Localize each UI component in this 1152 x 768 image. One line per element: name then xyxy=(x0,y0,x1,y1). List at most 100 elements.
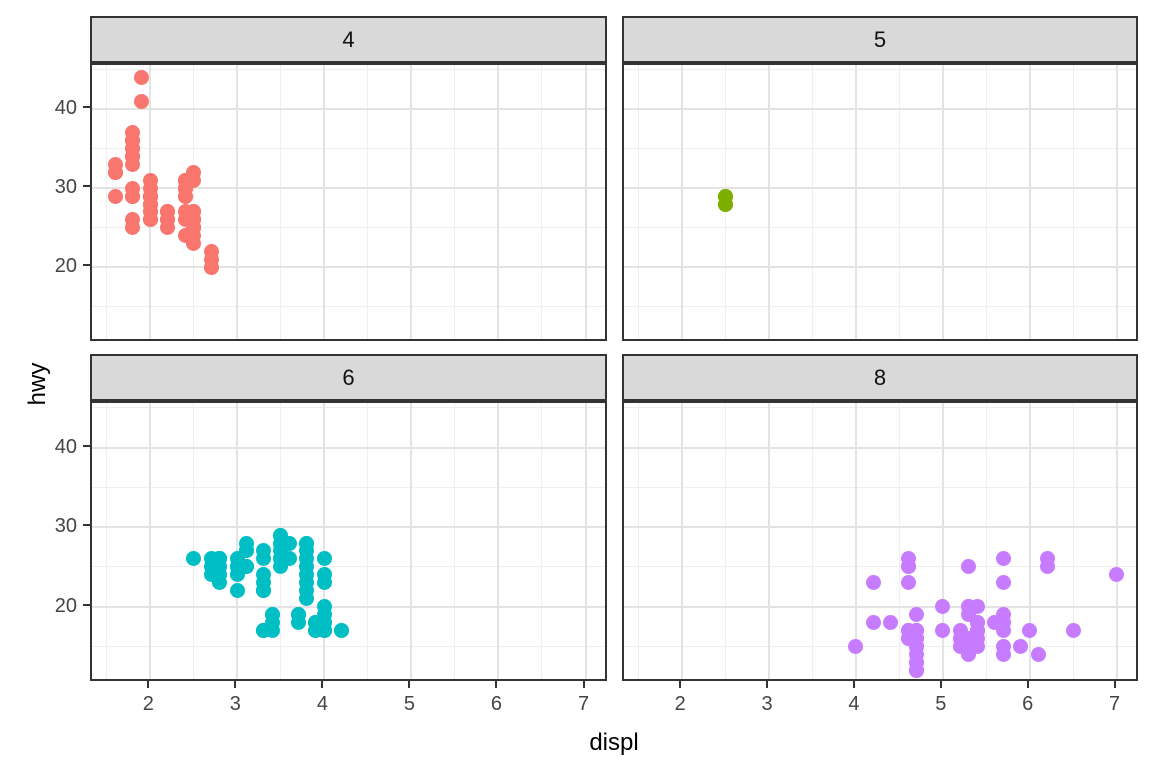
grid-line-x-major xyxy=(236,65,239,339)
data-point xyxy=(125,220,141,236)
data-point xyxy=(108,164,123,180)
x-tick-mark xyxy=(939,681,942,688)
grid-line-x-major xyxy=(1028,65,1031,339)
x-tick-label: 2 xyxy=(674,693,686,715)
data-point xyxy=(718,196,734,212)
data-point xyxy=(108,188,123,204)
x-tick-label: 7 xyxy=(1108,693,1121,715)
y-tick-mark xyxy=(83,603,90,606)
data-point xyxy=(125,125,141,141)
grid-line-y-minor xyxy=(92,486,605,488)
grid-line-y-major xyxy=(92,108,605,111)
y-tick-label: 40 xyxy=(54,435,77,458)
grid-line-y-minor xyxy=(624,306,1136,308)
grid-line-y-major xyxy=(92,526,605,529)
x-tick-label: 2 xyxy=(142,693,154,715)
grid-line-y-major xyxy=(92,266,605,269)
grid-line-y-major xyxy=(624,266,1136,269)
data-point xyxy=(935,599,951,615)
x-tick-mark xyxy=(852,681,855,688)
facet-strip-label: 8 xyxy=(873,364,887,390)
grid-line-x-major xyxy=(768,403,771,679)
grid-line-y-minor xyxy=(624,227,1136,229)
facet-strip: 6 xyxy=(90,354,607,401)
y-tick-mark xyxy=(83,524,90,527)
data-point xyxy=(238,543,254,559)
y-tick-label: 20 xyxy=(54,594,77,617)
data-point xyxy=(238,559,254,575)
data-point xyxy=(909,623,925,638)
y-tick-label: 20 xyxy=(54,255,77,278)
grid-line-x-major xyxy=(768,65,771,339)
grid-line-x-minor xyxy=(106,403,108,679)
grid-line-x-minor xyxy=(638,65,640,339)
data-point xyxy=(909,662,925,678)
grid-line-x-minor xyxy=(1072,403,1074,679)
facet-panel xyxy=(622,63,1138,341)
x-tick-mark xyxy=(321,681,324,688)
grid-line-x-major xyxy=(941,403,944,679)
data-point xyxy=(142,212,158,228)
grid-line-x-major xyxy=(149,403,152,679)
grid-line-y-minor xyxy=(624,645,1136,647)
data-point xyxy=(996,551,1012,567)
grid-line-x-major xyxy=(497,65,500,339)
facet-panel xyxy=(622,401,1138,681)
data-point xyxy=(970,599,986,615)
x-tick-label: 5 xyxy=(935,693,947,715)
data-point xyxy=(203,251,219,267)
grid-line-x-major xyxy=(323,65,326,339)
grid-line-x-minor xyxy=(541,65,543,339)
data-point xyxy=(316,623,332,638)
data-point xyxy=(883,615,899,631)
grid-line-x-major xyxy=(584,65,587,339)
grid-line-x-minor xyxy=(193,403,195,679)
data-point xyxy=(229,583,245,599)
grid-line-x-minor xyxy=(1072,65,1074,339)
grid-line-x-minor xyxy=(106,65,108,339)
data-point xyxy=(996,607,1012,623)
data-point xyxy=(255,575,271,591)
grid-line-x-major xyxy=(941,65,944,339)
grid-line-x-minor xyxy=(454,403,456,679)
data-point xyxy=(1013,638,1029,654)
x-tick-mark xyxy=(1026,681,1029,688)
grid-line-y-major xyxy=(624,187,1136,190)
data-point xyxy=(909,638,925,654)
data-point xyxy=(1022,623,1038,638)
grid-line-y-minor xyxy=(92,566,605,568)
grid-line-x-minor xyxy=(367,403,369,679)
data-point xyxy=(848,638,864,654)
x-tick-label: 4 xyxy=(848,693,860,715)
grid-line-x-minor xyxy=(898,65,900,339)
grid-line-x-minor xyxy=(193,65,195,339)
x-tick-mark xyxy=(147,681,150,688)
grid-line-y-minor xyxy=(624,69,1136,71)
grid-line-y-major xyxy=(92,187,605,190)
grid-line-y-major xyxy=(624,108,1136,111)
y-tick-mark xyxy=(83,106,90,109)
data-point xyxy=(1039,559,1055,575)
x-axis-title: displ xyxy=(589,729,639,756)
y-tick-mark xyxy=(83,444,90,447)
x-tick-label: 3 xyxy=(229,693,241,715)
data-point xyxy=(900,551,916,567)
data-point xyxy=(299,567,315,583)
grid-line-x-major xyxy=(681,403,684,679)
grid-line-y-major xyxy=(92,605,605,608)
facet-strip-label: 5 xyxy=(873,26,887,52)
data-point xyxy=(299,535,315,551)
data-point xyxy=(282,535,298,551)
data-point xyxy=(909,607,925,623)
data-point xyxy=(935,623,951,638)
x-tick-mark xyxy=(495,681,498,688)
grid-line-y-minor xyxy=(624,566,1136,568)
data-point xyxy=(316,575,332,591)
facet-strip: 8 xyxy=(622,354,1138,401)
x-tick-mark xyxy=(408,681,411,688)
data-point xyxy=(255,543,271,559)
grid-line-x-major xyxy=(854,65,857,339)
data-point xyxy=(212,567,228,583)
data-point xyxy=(142,188,158,204)
